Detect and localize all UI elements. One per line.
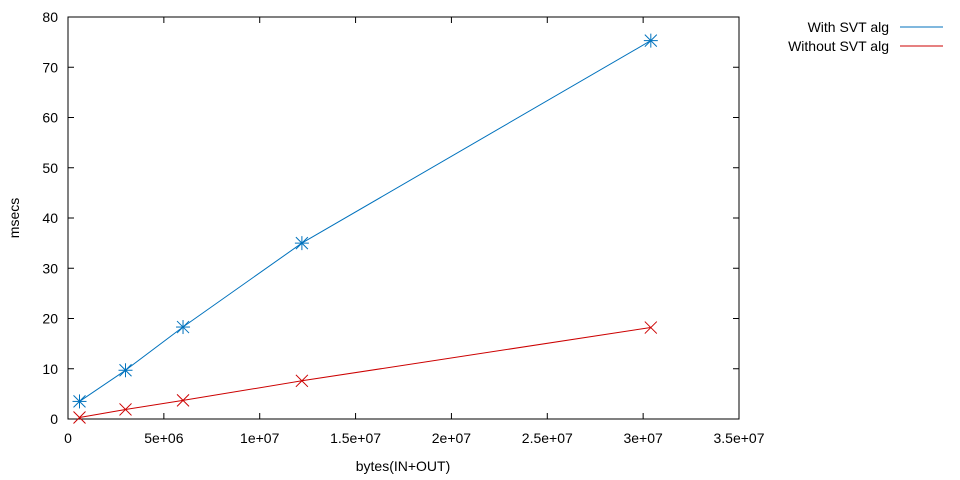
y-tick-label: 50 [42,160,58,176]
marker-stroke [644,321,658,334]
y-tick-label: 60 [42,110,58,126]
series-1 [72,33,658,409]
x-tick-label: 5e+06 [144,430,184,446]
legend-label: With SVT alg [808,19,889,35]
x-tick-label: 3e+07 [623,430,663,446]
x-tick-label: 1e+07 [240,430,280,446]
marker-stroke [119,403,132,416]
plot-frame [67,16,740,420]
series-2 [73,321,658,424]
x-tick-label: 2e+07 [432,430,472,446]
axes [67,16,740,420]
x-point [119,403,132,416]
tick-marks [67,16,740,420]
x-tick-label: 3.5e+07 [714,430,765,446]
y-tick-label: 80 [42,9,58,25]
legend: With SVT alg Without SVT alg [788,19,943,54]
asterisk-point [294,236,309,251]
y-tick-label: 30 [42,260,58,276]
legend-label: Without SVT alg [788,38,889,54]
series-line [79,40,652,402]
x-point [73,411,86,424]
x-axis-label: bytes(IN+OUT) [356,458,451,474]
marker-stroke [295,374,309,388]
asterisk-point [176,320,191,335]
y-tick-label: 40 [42,210,58,226]
x-point [295,374,309,388]
y-tick-label: 20 [42,311,58,327]
y-axis-label: msecs [6,198,22,238]
x-tick-label: 0 [64,430,72,446]
series-group [72,33,658,424]
y-tick-label: 0 [50,411,58,427]
y-tick-label: 70 [42,59,58,75]
marker-stroke [176,394,190,407]
asterisk-point [118,363,133,378]
asterisk-point [643,33,658,48]
asterisk-point [72,394,87,409]
x-tick-label: 1.5e+07 [330,430,381,446]
x-point [176,394,190,407]
x-point [644,321,658,334]
marker-stroke [73,411,86,424]
x-tick-label: 2.5e+07 [522,430,573,446]
y-tick-label: 10 [42,361,58,377]
tick-labels: 0 5e+06 1e+07 1.5e+07 2e+07 2.5e+07 3e+07 3.5e+… [42,9,764,446]
